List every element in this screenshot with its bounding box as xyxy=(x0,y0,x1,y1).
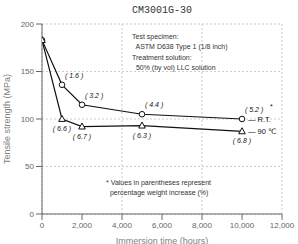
svg-text:Tensile strength (MPa): Tensile strength (MPa) xyxy=(8,74,12,164)
svg-text:( 1.6 ): ( 1.6 ) xyxy=(65,72,83,80)
svg-text:0: 0 xyxy=(40,221,45,230)
html-text:* Values in parentheses repres: * Values in parentheses represent percen… xyxy=(106,178,211,197)
svg-text:4,000: 4,000 xyxy=(112,221,133,230)
svg-text:( 6.7 ): ( 6.7 ) xyxy=(73,133,91,141)
svg-text:( 6.8 ): ( 6.8 ) xyxy=(233,137,251,145)
svg-text:50: 50 xyxy=(25,162,34,171)
svg-text:— R.T.: — R.T. xyxy=(248,115,271,124)
svg-text:( 5.2 ): ( 5.2 ) xyxy=(245,106,263,114)
svg-text:150: 150 xyxy=(21,67,35,76)
svg-text:( 3.2 ): ( 3.2 ) xyxy=(85,92,103,100)
svg-text:2,000: 2,000 xyxy=(72,221,93,230)
svg-text:10,000: 10,000 xyxy=(230,221,255,230)
html-text:Test specimen: ASTM D638 Type: Test specimen: ASTM D638 Type 1 (1/8 inc… xyxy=(132,32,228,72)
svg-text:100: 100 xyxy=(21,115,35,124)
svg-text:( 4.4 ): ( 4.4 ) xyxy=(145,101,163,109)
svg-text:200: 200 xyxy=(21,20,35,29)
svg-text:0: 0 xyxy=(30,210,35,219)
svg-text:( 6.6 ): ( 6.6 ) xyxy=(53,125,71,133)
svg-text:Immersion time (hours): Immersion time (hours) xyxy=(116,236,209,244)
html-text:CM3001G-30: CM3001G-30 xyxy=(132,5,192,16)
svg-text:12,000: 12,000 xyxy=(270,221,290,230)
svg-text:( 6.3 ): ( 6.3 ) xyxy=(133,132,151,140)
svg-text:6,000: 6,000 xyxy=(152,221,173,230)
svg-text:— 90 ℃: — 90 ℃ xyxy=(248,127,276,136)
svg-text:*: * xyxy=(270,103,273,110)
svg-text:8,000: 8,000 xyxy=(192,221,213,230)
